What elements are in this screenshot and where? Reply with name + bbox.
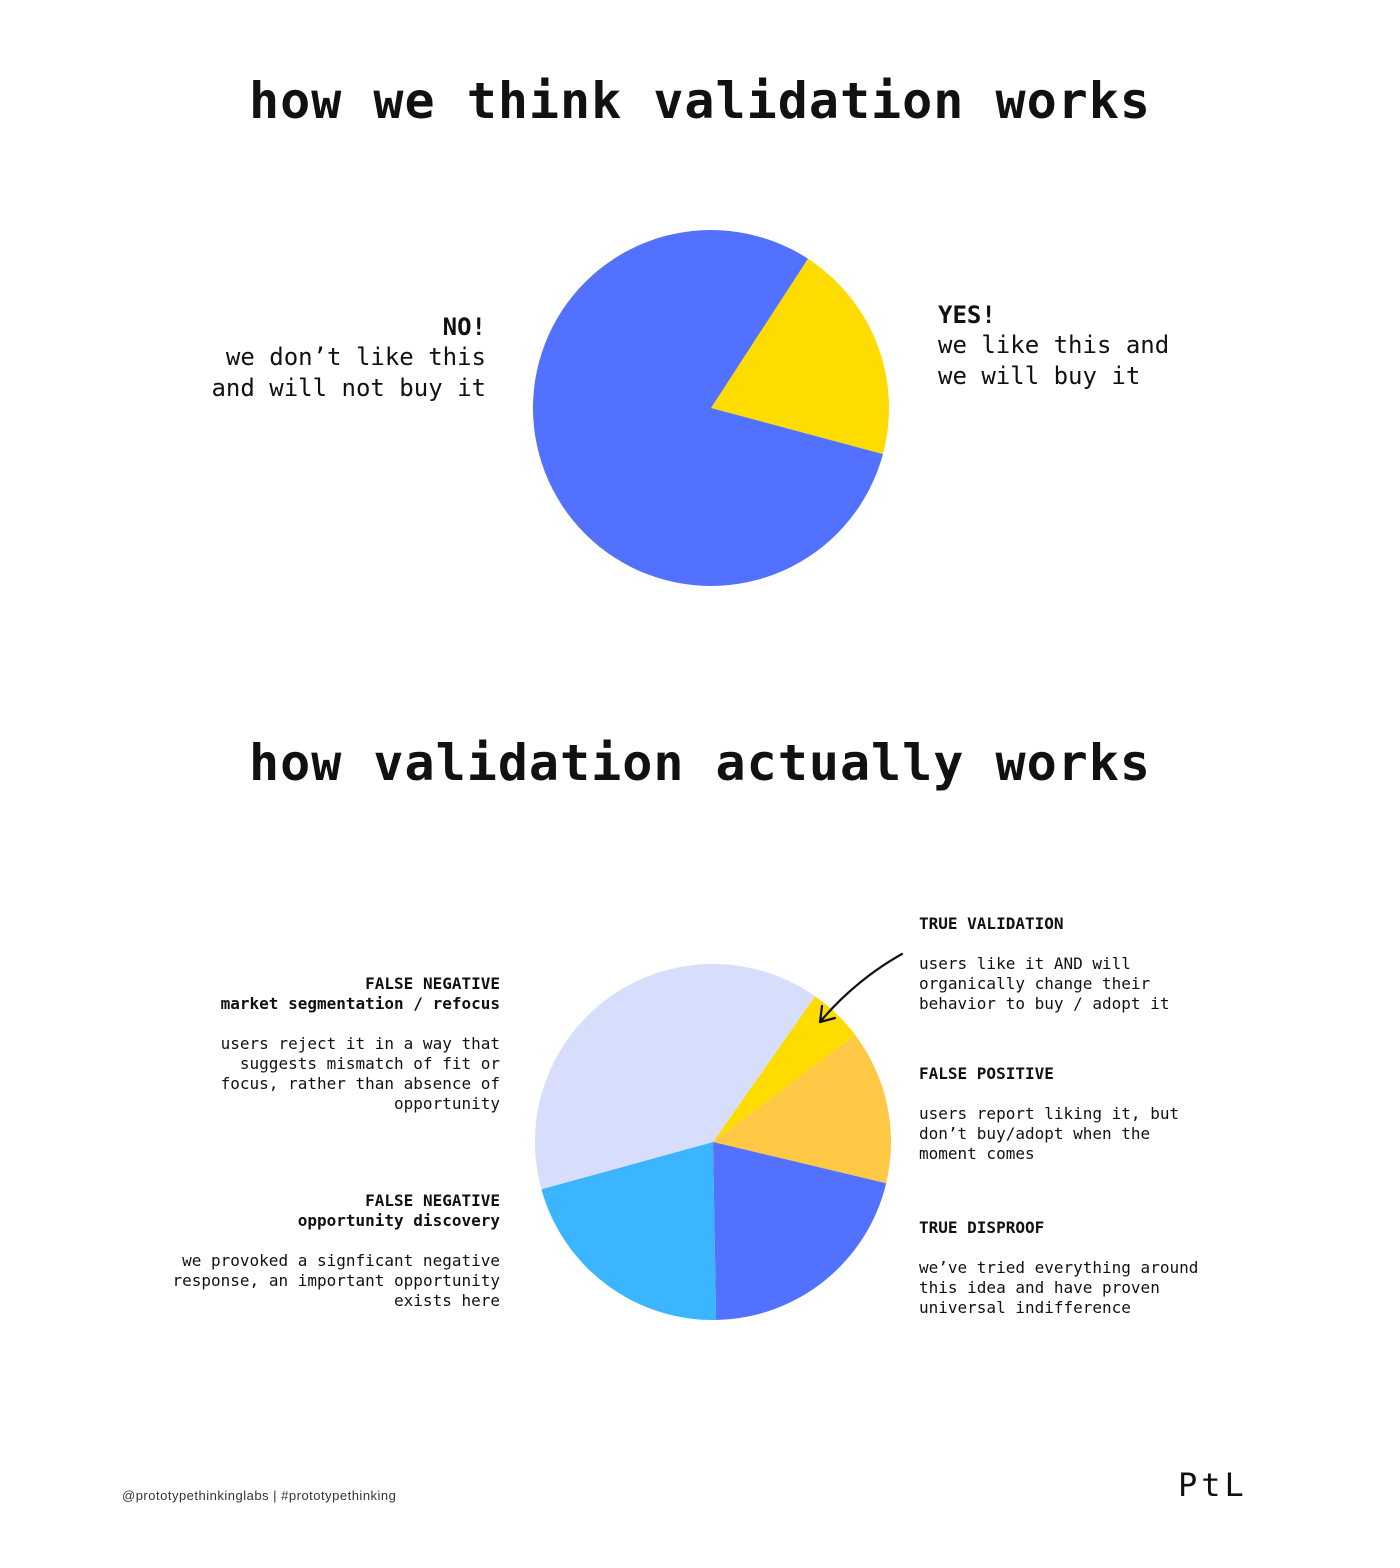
false-negative-market-annotation: FALSE NEGATIVE market segmentation / ref… bbox=[100, 974, 500, 1114]
true-disproof-body: we’ve tried everything around this idea … bbox=[919, 1258, 1199, 1317]
footer-handles: @prototypethinkinglabs | #prototypethink… bbox=[122, 1488, 397, 1503]
chart-title-think: how we think validation works bbox=[249, 72, 1151, 130]
ptl-logo: PtL bbox=[1178, 1466, 1248, 1504]
no-annotation-body: we don’t like this and will not buy it bbox=[211, 343, 486, 402]
true-validation-head: TRUE VALIDATION bbox=[919, 914, 1064, 933]
false-negative-opportunity-annotation: FALSE NEGATIVE opportunity discovery we … bbox=[100, 1191, 500, 1311]
false-positive-body: users report liking it, but don’t buy/ad… bbox=[919, 1104, 1180, 1163]
pie-think-slice-no bbox=[532, 229, 883, 586]
pie-chart-think bbox=[532, 229, 889, 586]
true-disproof-head: TRUE DISPROOF bbox=[919, 1218, 1045, 1237]
false-negative-opportunity-body: we provoked a signficant negative respon… bbox=[172, 1251, 500, 1310]
pie-think-slice-yes bbox=[711, 258, 889, 455]
false-positive-annotation: FALSE POSITIVE users report liking it, b… bbox=[919, 1064, 1279, 1164]
pie-actual-slice-true-disproof bbox=[713, 1142, 887, 1320]
yes-annotation-head: YES! bbox=[938, 301, 996, 329]
false-negative-opportunity-head: FALSE NEGATIVE opportunity discovery bbox=[297, 1191, 500, 1230]
chart-title-actual: how validation actually works bbox=[249, 734, 1151, 792]
pie-chart-actual bbox=[534, 963, 891, 1320]
yes-annotation-body: we like this and we will buy it bbox=[938, 331, 1170, 390]
yes-annotation: YES! we like this and we will buy it bbox=[938, 300, 1298, 392]
true-validation-body: users like it AND will organically chang… bbox=[919, 954, 1170, 1013]
arrow-icon bbox=[818, 952, 904, 1024]
pie-actual-slice-true-validation bbox=[713, 996, 856, 1142]
no-annotation-head: NO! bbox=[442, 313, 486, 341]
pie-actual-slice-false-negative-market-segmentation-refocus bbox=[534, 963, 816, 1190]
false-negative-market-head: FALSE NEGATIVE market segmentation / ref… bbox=[220, 974, 500, 1013]
false-positive-head: FALSE POSITIVE bbox=[919, 1064, 1054, 1083]
true-validation-annotation: TRUE VALIDATION users like it AND will o… bbox=[919, 914, 1279, 1014]
no-annotation: NO! we don’t like this and will not buy … bbox=[130, 312, 486, 404]
pie-actual-slice-false-positive bbox=[713, 1034, 891, 1184]
pie-actual-slice-false-negative-opportunity-discovery bbox=[541, 1142, 717, 1320]
false-negative-market-body: users reject it in a way that suggests m… bbox=[220, 1034, 500, 1113]
true-disproof-annotation: TRUE DISPROOF we’ve tried everything aro… bbox=[919, 1218, 1279, 1318]
